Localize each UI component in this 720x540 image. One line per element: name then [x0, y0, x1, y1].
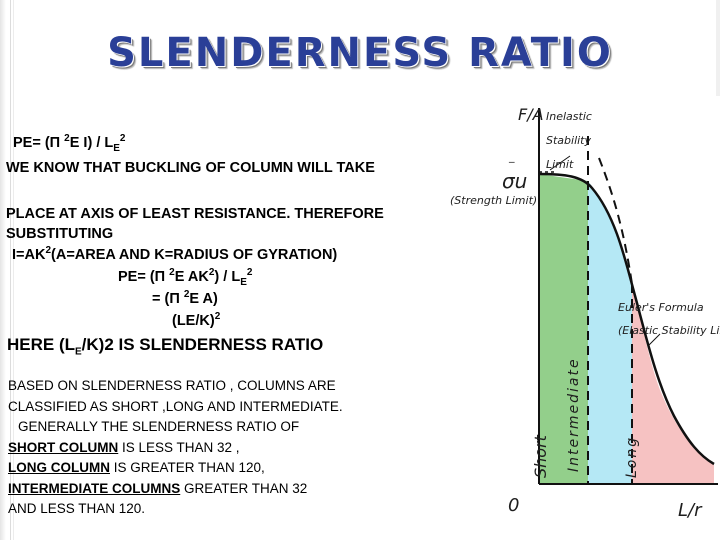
- buckling-text-line-2: PLACE AT AXIS OF LEAST RESISTANCE. THERE…: [6, 206, 384, 222]
- rail-line: [10, 0, 11, 540]
- buckling-text-line-1: WE KNOW THAT BUCKLING OF COLUMN WILL TAK…: [6, 160, 375, 176]
- short-column-line: SHORT COLUMN IS LESS THAN 32 ,: [8, 439, 240, 455]
- slenderness-ratio-heading: HERE (LE/K)2 IS SLENDERNESS RATIO: [7, 335, 324, 358]
- euler-pointer: [647, 333, 661, 347]
- long-region: [632, 284, 714, 484]
- x-axis-label: L/r: [678, 500, 703, 521]
- classification-paragraph: BASED ON SLENDERNESS RATIO , COLUMNS ARE…: [8, 376, 428, 520]
- substituting-line: SUBSTITUTING: [6, 226, 114, 242]
- paragraph-line: BASED ON SLENDERNESS RATIO , COLUMNS ARE: [8, 378, 336, 393]
- euler-dashed-curve: [598, 157, 633, 285]
- sigma-bar: _: [508, 150, 515, 163]
- left-decorative-rail: [0, 0, 6, 540]
- rail-line: [13, 0, 14, 540]
- moment-of-inertia-line: I=AK2(A=AREA AND K=RADIUS OF GYRATION): [12, 245, 338, 263]
- column-strength-chart: F/A _ σu (Strength Limit) Inelastic Stab…: [442, 96, 720, 540]
- intermediate-region-label: Intermediate: [566, 357, 582, 472]
- inelastic-pointer: [549, 155, 571, 171]
- inelastic-label-line-3: Limit: [546, 158, 574, 171]
- strength-limit-label: (Strength Limit): [450, 194, 537, 207]
- paragraph-line: AND LESS THAN 120.: [8, 501, 146, 516]
- sigma-label: σu: [502, 169, 527, 193]
- short-region-label: Short: [531, 434, 550, 478]
- pe-simplified-line: = (Π 2E A): [152, 289, 218, 307]
- pe-formula-line: PE= (Π 2E I) / LE2: [13, 133, 126, 154]
- paragraph-line: CLASSIFIED AS SHORT ,LONG AND INTERMEDIA…: [8, 398, 343, 414]
- pe-substituted-line: PE= (Π 2E AK2) / LE2: [118, 267, 253, 288]
- denominator-line: (LE/K)2: [172, 311, 221, 329]
- long-region-label: Long: [624, 436, 640, 478]
- long-column-line: LONG COLUMN IS GREATER THAN 120,: [8, 460, 265, 475]
- euler-label-line-1: Euler's Formula: [618, 301, 704, 314]
- intermediate-region: [588, 181, 632, 484]
- origin-label: 0: [508, 495, 519, 516]
- slide-title: SLENDERNESS RATIO: [107, 30, 613, 76]
- y-axis-label: F/A: [518, 105, 544, 124]
- inelastic-label-line-1: Inelastic: [546, 110, 592, 123]
- paragraph-line: GENERALLY THE SLENDERNESS RATIO OF: [18, 419, 300, 434]
- inelastic-label-line-2: Stability: [546, 134, 592, 147]
- euler-label-line-2: (Elastic Stability Limit): [618, 324, 720, 337]
- intermediate-column-line: INTERMEDIATE COLUMNS GREATER THAN 32: [8, 480, 308, 496]
- short-region: [539, 174, 588, 484]
